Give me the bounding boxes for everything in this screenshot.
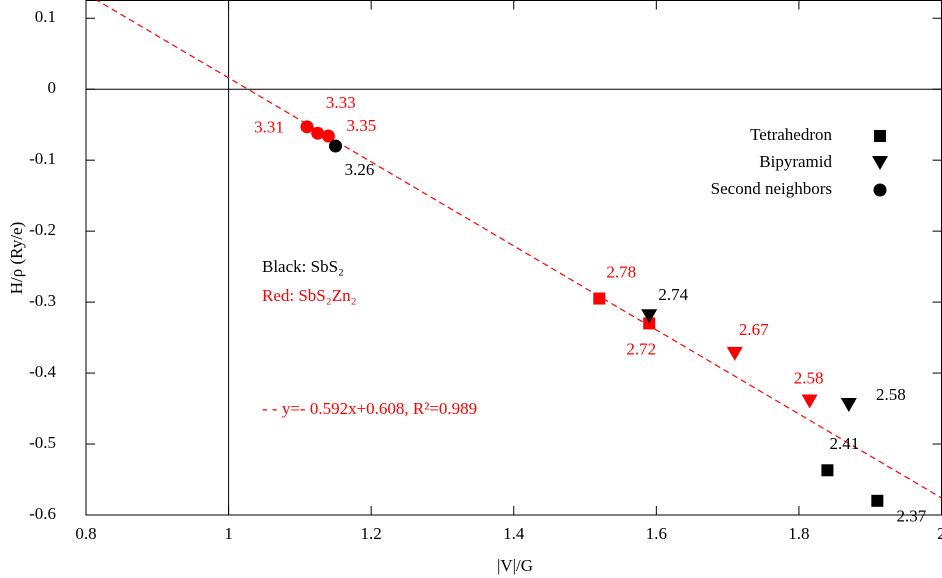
x-axis-title: |V|/G: [497, 556, 533, 575]
point-label: 3.26: [345, 160, 375, 179]
legend-marker: [873, 183, 887, 197]
point-label: 2.41: [830, 434, 860, 453]
point: [311, 126, 325, 140]
point: [593, 292, 606, 305]
legend-marker: [872, 156, 888, 170]
y-tick-label: -0.1: [29, 149, 56, 168]
point: [329, 139, 343, 153]
y-tick-label: 0: [48, 78, 57, 97]
point-label: 3.35: [347, 116, 377, 135]
x-tick-label: 1.8: [788, 524, 809, 543]
point-label: 3.31: [254, 118, 284, 137]
x-tick-label: 1: [224, 524, 233, 543]
point: [300, 120, 314, 134]
point-label: 2.58: [794, 368, 824, 387]
y-tick-label: -0.3: [29, 291, 56, 310]
x-tick-label: 1.2: [361, 524, 382, 543]
point: [801, 394, 818, 409]
x-tick-label: 2: [937, 524, 942, 543]
plot-frame: [85, 0, 942, 516]
point: [321, 129, 335, 143]
point: [643, 317, 656, 330]
point: [821, 464, 834, 477]
point: [641, 309, 658, 324]
point: [871, 494, 884, 507]
legend-label: Bipyramid: [759, 152, 832, 171]
annotation: Red: SbS₂Zn₂: [262, 286, 357, 305]
point-label: 2.78: [606, 262, 636, 281]
x-tick-label: 1.4: [503, 524, 525, 543]
point-label: 2.67: [739, 320, 769, 339]
point-label: 2.74: [658, 285, 688, 304]
legend-marker: [874, 130, 886, 142]
y-tick-label: -0.6: [29, 504, 56, 523]
point-label: 2.58: [876, 385, 906, 404]
y-tick-label: 0.1: [35, 7, 56, 26]
point: [840, 398, 857, 413]
legend-label: Tetrahedron: [750, 125, 832, 144]
point: [726, 346, 743, 361]
y-tick-label: -0.5: [29, 433, 56, 452]
x-tick-label: 1.6: [646, 524, 667, 543]
x-tick-label: 0.8: [75, 524, 96, 543]
fit-line: [96, 0, 942, 499]
point-label: 3.33: [326, 93, 356, 112]
y-tick-label: -0.2: [29, 220, 56, 239]
point-label: 2.72: [626, 339, 656, 358]
y-axis-title: H/ρ (Ry/e): [7, 222, 26, 294]
legend-label: Second neighbors: [711, 179, 832, 198]
y-tick-label: -0.4: [29, 362, 56, 381]
point-label: 2.37: [896, 507, 926, 526]
annotation: Black: SbS₂: [262, 257, 344, 276]
fit-label: - - y=- 0.592x+0.608, R²=0.989: [262, 399, 477, 418]
